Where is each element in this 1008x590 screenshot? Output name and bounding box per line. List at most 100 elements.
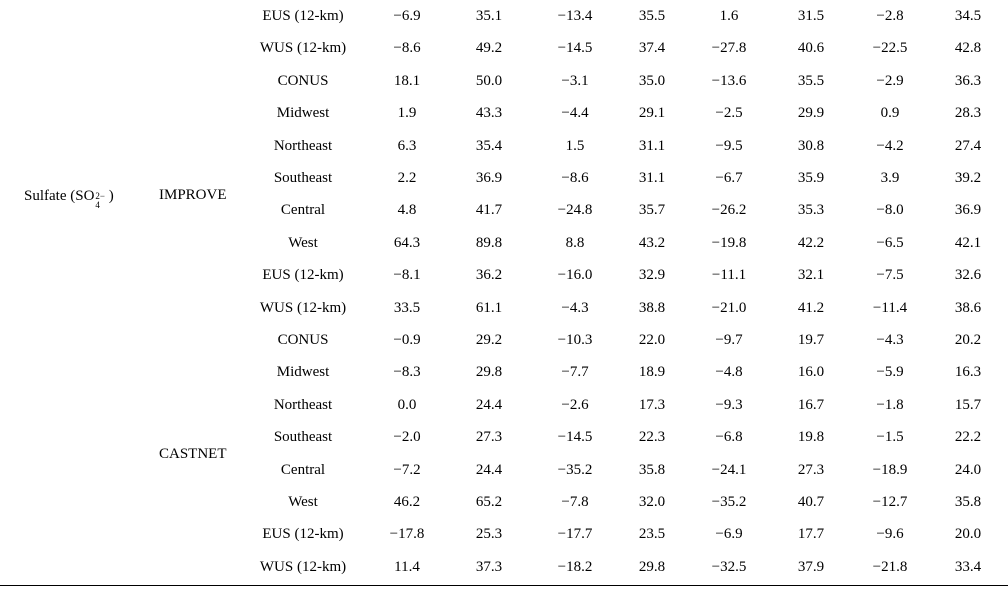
value-cell: 29.1 [638, 105, 666, 122]
value-cell: −4.8 [715, 364, 743, 381]
value-cell: −7.5 [876, 267, 904, 284]
value-cell: 41.2 [797, 299, 825, 316]
region-cell: Midwest [276, 105, 330, 122]
value-cell: 18.1 [393, 72, 421, 89]
network-label-improve: IMPROVE [159, 187, 227, 203]
value-cell: 1.6 [719, 8, 739, 24]
value-cell: 17.3 [638, 396, 666, 413]
value-cell: 20.0 [954, 526, 982, 543]
table-bottom-rule [0, 585, 1008, 586]
value-cell: −6.9 [393, 8, 421, 24]
value-cell: −0.9 [393, 332, 421, 348]
value-cell: −5.9 [876, 364, 904, 381]
value-cell: 29.8 [475, 364, 503, 381]
value-cell: 35.9 [797, 170, 825, 186]
value-cell: −2.0 [393, 429, 421, 446]
value-cell: 40.6 [797, 40, 825, 57]
region-cell: West [288, 494, 318, 510]
value-cell: 17.7 [797, 526, 825, 543]
value-cell: 16.7 [797, 396, 825, 413]
value-cell: 36.9 [954, 202, 982, 219]
value-cell: −6.9 [715, 526, 743, 543]
value-cell: 39.2 [954, 170, 982, 186]
value-cell: 0.9 [880, 105, 900, 122]
value-cell: 32.6 [954, 267, 982, 284]
table-row: WUS (12-km) 11.4 37.3 −18.2 29.8 −32.5 37.9 −21… [0, 551, 1008, 583]
value-cell: −21.8 [872, 558, 908, 575]
value-cell: −17.8 [389, 526, 425, 543]
value-cell: 32.1 [797, 267, 825, 284]
value-cell: 89.8 [475, 234, 503, 251]
value-cell: 31.1 [638, 137, 666, 154]
value-cell: −12.7 [872, 494, 908, 510]
value-cell: −2.8 [876, 8, 904, 24]
value-cell: 64.3 [393, 234, 421, 251]
region-cell: CONUS [277, 72, 329, 89]
table-row: Northeast 6.3 35.4 1.5 31.1 −9.5 30.8 −4.2 27.4 [0, 130, 1008, 162]
value-cell: −7.8 [561, 494, 589, 510]
region-cell: Central [280, 461, 326, 478]
region-cell: West [288, 234, 318, 251]
value-cell: −2.9 [876, 72, 904, 89]
value-cell: 38.8 [638, 299, 666, 316]
value-cell: −13.4 [557, 8, 593, 24]
region-cell: CONUS [277, 332, 329, 348]
value-cell: 27.4 [954, 137, 982, 154]
species-charge: 2− [95, 191, 105, 201]
table-row: WUS (12-km) 33.5 61.1 −4.3 38.8 −21.0 41.2 −11.… [0, 292, 1008, 324]
value-cell: −1.8 [876, 396, 904, 413]
value-cell: 31.1 [638, 170, 666, 186]
value-cell: 35.5 [638, 8, 666, 24]
value-cell: 49.2 [475, 40, 503, 57]
value-cell: 35.8 [954, 494, 982, 510]
value-cell: −1.5 [876, 429, 904, 446]
value-cell: −14.5 [557, 40, 593, 57]
value-cell: 35.7 [638, 202, 666, 219]
table-row: WUS (12-km) −8.6 49.2 −14.5 37.4 −27.8 40.6 −22… [0, 32, 1008, 64]
value-cell: −8.3 [393, 364, 421, 381]
region-cell: Southeast [273, 429, 333, 446]
value-cell: −4.3 [876, 332, 904, 348]
value-cell: −35.2 [557, 461, 593, 478]
value-cell: 24.0 [954, 461, 982, 478]
value-cell: 42.8 [954, 40, 982, 57]
table-row: EUS (12-km) −6.9 35.1 −13.4 35.5 1.6 31.5 −2.8 3… [0, 0, 1008, 32]
value-cell: −17.7 [557, 526, 593, 543]
region-cell: EUS (12-km) [262, 267, 344, 284]
value-cell: 23.5 [638, 526, 666, 543]
species-formula: SO 2− 4 [75, 188, 105, 210]
value-cell: 42.2 [797, 234, 825, 251]
value-cell: −3.1 [561, 72, 589, 89]
value-cell: −4.4 [561, 105, 589, 122]
value-cell: 2.2 [397, 170, 417, 186]
value-cell: −7.7 [561, 364, 589, 381]
value-cell: −24.1 [711, 461, 747, 478]
value-cell: −8.1 [393, 267, 421, 284]
region-cell: Midwest [276, 364, 330, 381]
value-cell: 8.8 [565, 234, 585, 251]
value-cell: 18.9 [638, 364, 666, 381]
value-cell: 35.1 [475, 8, 503, 24]
value-cell: 6.3 [397, 137, 417, 154]
value-cell: −11.4 [872, 299, 908, 316]
value-cell: −26.2 [711, 202, 747, 219]
region-cell: WUS (12-km) [259, 40, 347, 57]
value-cell: 37.9 [797, 558, 825, 575]
value-cell: 29.2 [475, 332, 503, 348]
value-cell: −6.5 [876, 234, 904, 251]
value-cell: −27.8 [711, 40, 747, 57]
region-cell: Northeast [273, 396, 333, 413]
value-cell: 34.5 [954, 8, 982, 24]
value-cell: 43.3 [475, 105, 503, 122]
value-cell: 37.4 [638, 40, 666, 57]
value-cell: 31.5 [797, 8, 825, 24]
table-row: Midwest 1.9 43.3 −4.4 29.1 −2.5 29.9 0.9 28.3 [0, 97, 1008, 129]
value-cell: −18.9 [872, 461, 908, 478]
value-cell: 33.4 [954, 558, 982, 575]
region-cell: WUS (12-km) [259, 299, 347, 316]
region-cell: Northeast [273, 137, 333, 154]
value-cell: 35.0 [638, 72, 666, 89]
value-cell: 35.4 [475, 137, 503, 154]
value-cell: 19.8 [797, 429, 825, 446]
value-cell: −24.8 [557, 202, 593, 219]
